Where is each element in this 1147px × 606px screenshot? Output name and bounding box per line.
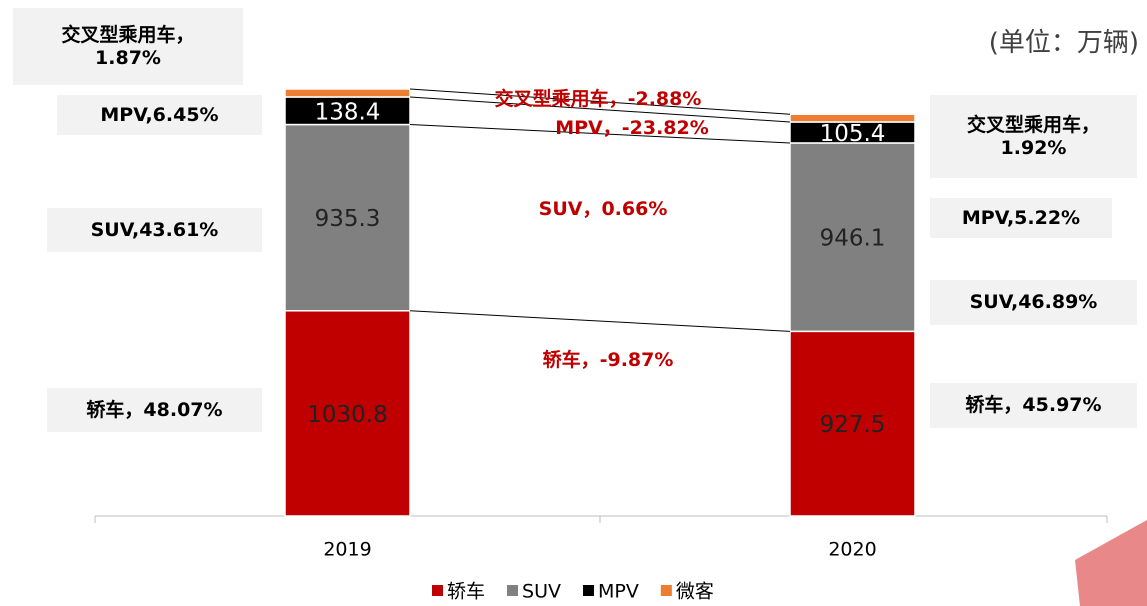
- value-label: 1030.8: [307, 402, 387, 428]
- legend-label: 轿车: [447, 581, 485, 603]
- value-label: 927.5: [820, 412, 886, 438]
- right-label: 交叉型乘用车， 1.92%: [930, 95, 1137, 178]
- legend-swatch: [582, 585, 594, 596]
- decoration: [1075, 520, 1147, 606]
- change-label: 交叉型乘用车，-2.88%: [494, 88, 702, 110]
- bar-segment: [284, 88, 411, 98]
- value-label: 946.1: [820, 226, 886, 252]
- x-tick-label: 2020: [828, 539, 876, 561]
- change-label: 轿车，-9.87%: [542, 349, 674, 371]
- legend-swatch: [660, 585, 672, 596]
- bar-segment: [789, 113, 916, 123]
- left-label: 轿车，48.07%: [47, 388, 262, 432]
- connector: [409, 96, 791, 123]
- bar-segment: [789, 142, 916, 333]
- bar-segment: [284, 310, 411, 517]
- bar-segment: [284, 123, 411, 312]
- right-label: MPV,5.22%: [930, 198, 1112, 238]
- value-label: 138.4: [315, 99, 381, 125]
- bar-segment: [789, 330, 916, 517]
- connector: [409, 124, 791, 144]
- left-label: MPV,6.45%: [57, 95, 262, 135]
- x-tick-label: 2019: [323, 539, 371, 561]
- left-label: SUV,43.61%: [47, 208, 262, 252]
- left-label: 交叉型乘用车， 1.87%: [13, 8, 243, 85]
- legend-swatch: [507, 585, 519, 596]
- bar-segment: [284, 96, 411, 126]
- value-label: 935.3: [315, 206, 381, 232]
- value-label: 105.4: [820, 121, 886, 147]
- connector: [409, 310, 791, 332]
- right-label: 轿车，45.97%: [930, 383, 1137, 428]
- change-label: SUV，0.66%: [538, 198, 668, 220]
- legend-label: MPV: [598, 581, 639, 603]
- unit-label: (单位：万辆): [988, 28, 1139, 58]
- legend-label: SUV: [522, 581, 561, 603]
- right-label: SUV,46.89%: [930, 280, 1137, 325]
- legend-swatch: [432, 585, 443, 596]
- connector: [409, 88, 791, 115]
- legend-label: 微客: [676, 581, 714, 603]
- change-label: MPV，-23.82%: [555, 117, 709, 139]
